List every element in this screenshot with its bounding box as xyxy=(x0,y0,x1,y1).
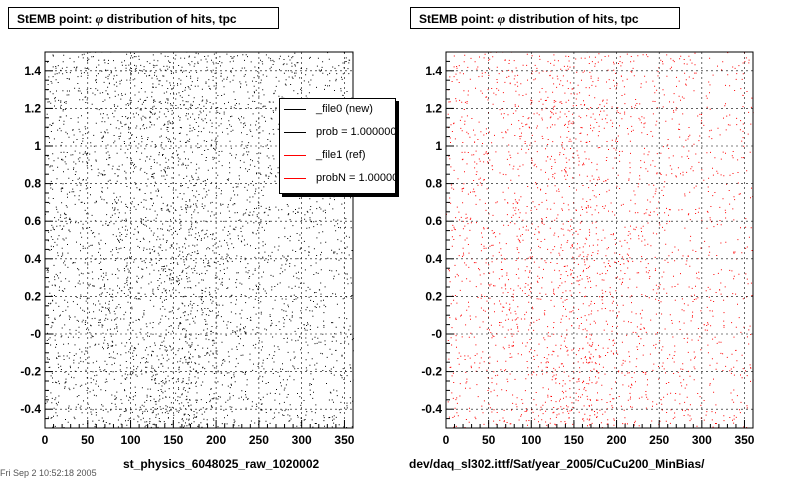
y-tick-label: 0.6 xyxy=(24,214,41,228)
left-title-prefix: StEMB point: xyxy=(17,12,93,26)
left-bottom-label: st_physics_6048025_raw_1020002 xyxy=(123,457,320,471)
y-tick-label: 0.8 xyxy=(24,177,41,191)
y-tick-label: 1.4 xyxy=(24,64,41,78)
right-panel-title: StEMB point: φ distribution of hits, tpc xyxy=(410,7,680,29)
y-tick-label: 1 xyxy=(435,139,442,153)
left-panel-title: StEMB point: φ distribution of hits, tpc xyxy=(8,7,279,29)
hit-points xyxy=(446,51,754,429)
x-tick-label: 200 xyxy=(607,433,627,447)
legend-entry-prob: prob = 1.000000 xyxy=(280,124,395,140)
left-title-phi-symbol: φ xyxy=(95,11,104,26)
legend-swatch-file1 xyxy=(284,155,306,156)
legend-label-prob: prob = 1.000000 xyxy=(316,126,396,138)
x-tick-label: 250 xyxy=(649,433,669,447)
y-tick-label: 1.4 xyxy=(425,64,442,78)
x-tick-label: 0 xyxy=(42,433,49,447)
legend-box: _file0 (new) prob = 1.000000 _file1 (ref… xyxy=(279,98,396,194)
y-tick-label: 0.2 xyxy=(425,289,442,303)
legend-label-probn: probN = 1.000000 xyxy=(316,172,396,184)
right-title-prefix: StEMB point: xyxy=(419,12,495,26)
legend-swatch-prob xyxy=(284,132,306,133)
right-scatter-plot: 0 50 100 150 200 250 300 350 -0.4 -0.2 -0 0.2 0.4 0.6… xyxy=(421,51,755,447)
y-tick-label: 1 xyxy=(34,139,41,153)
y-tick-label: 0.4 xyxy=(24,252,41,266)
y-tick-label: 0.6 xyxy=(425,214,442,228)
x-tick-label: 150 xyxy=(564,433,584,447)
x-tick-label: 100 xyxy=(121,433,141,447)
y-tick-label: 1.2 xyxy=(24,101,41,115)
right-title-phi-symbol: φ xyxy=(497,11,506,26)
y-tick-label: 0.8 xyxy=(425,177,442,191)
x-tick-label: 200 xyxy=(206,433,226,447)
legend-entry-file0: _file0 (new) xyxy=(280,101,395,117)
left-title-suffix: distribution of hits, tpc xyxy=(106,12,237,26)
x-tick-label: 350 xyxy=(734,433,754,447)
x-tick-label: 50 xyxy=(482,433,496,447)
x-tick-label: 350 xyxy=(334,433,354,447)
footer-timestamp: Fri Sep 2 10:52:18 2005 xyxy=(0,468,97,478)
x-tick-label: 300 xyxy=(292,433,312,447)
legend-entry-probn: probN = 1.000000 xyxy=(280,170,395,186)
legend-swatch-file0 xyxy=(284,109,306,110)
x-tick-label: 250 xyxy=(249,433,269,447)
x-tick-label: 100 xyxy=(521,433,541,447)
x-tick-label: 150 xyxy=(163,433,183,447)
x-tick-label: 50 xyxy=(81,433,95,447)
legend-swatch-probn xyxy=(284,178,306,179)
y-tick-label: -0.2 xyxy=(20,365,41,379)
right-title-suffix: distribution of hits, tpc xyxy=(508,12,639,26)
x-tick-label: 0 xyxy=(443,433,450,447)
y-tick-label: 1.2 xyxy=(425,101,442,115)
legend-entry-file1: _file1 (ref) xyxy=(280,147,395,163)
right-bottom-label: dev/daq_sl302.ittf/Sat/year_2005/CuCu200… xyxy=(409,457,705,471)
y-tick-label: -0.4 xyxy=(20,402,41,416)
y-tick-label: -0.4 xyxy=(421,402,442,416)
y-tick-label: 0.4 xyxy=(425,252,442,266)
hit-points xyxy=(45,51,354,429)
legend-label-file1: _file1 (ref) xyxy=(316,149,366,161)
y-tick-label: -0 xyxy=(30,327,41,341)
y-tick-label: 0.2 xyxy=(24,289,41,303)
x-tick-label: 300 xyxy=(692,433,712,447)
legend-label-file0: _file0 (new) xyxy=(316,103,373,115)
y-tick-label: -0.2 xyxy=(421,365,442,379)
y-tick-label: -0 xyxy=(431,327,442,341)
